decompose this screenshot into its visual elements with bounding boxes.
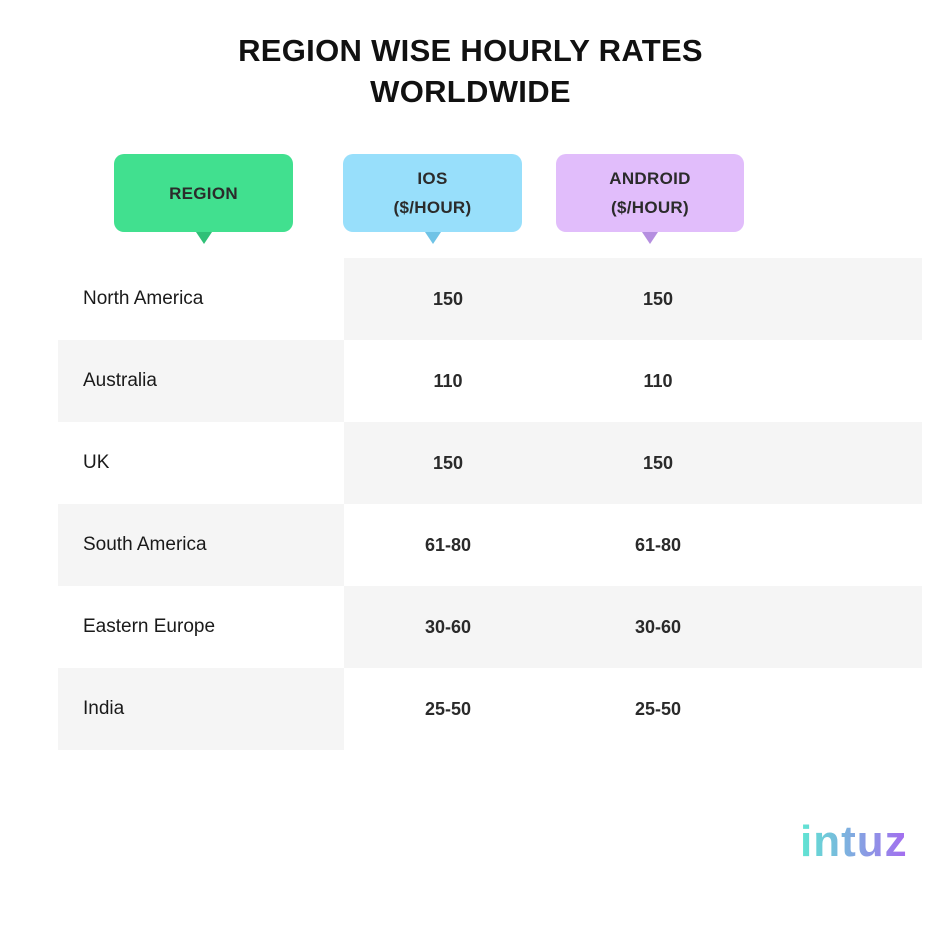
ios-rate-cell: 61-80 bbox=[424, 534, 472, 555]
table-row: India 25-50 25-50 bbox=[58, 668, 922, 750]
region-header-pointer bbox=[195, 232, 212, 244]
ios-rate-cell: 150 bbox=[432, 452, 464, 473]
chart-title-line-1: REGION WISE HOURLY RATES bbox=[238, 33, 703, 68]
region-cell: South America bbox=[83, 534, 207, 555]
ios-column-header: IOS ($/HOUR) bbox=[343, 154, 522, 244]
region-cell: North America bbox=[83, 288, 204, 309]
ios-rate-cell: 30-60 bbox=[424, 616, 472, 637]
android-rate-cell: 150 bbox=[642, 288, 674, 309]
android-rate-cell: 25-50 bbox=[634, 698, 682, 719]
android-rate-cell: 110 bbox=[643, 370, 673, 391]
row-shade bbox=[344, 258, 922, 340]
region-cell: India bbox=[83, 698, 125, 719]
android-rate-cell: 150 bbox=[642, 452, 674, 473]
region-cell: UK bbox=[83, 452, 110, 473]
row-shade bbox=[344, 422, 922, 504]
ios-rate-cell: 150 bbox=[432, 288, 464, 309]
table-row: Eastern Europe 30-60 30-60 bbox=[58, 586, 922, 668]
region-header-label: REGION bbox=[169, 183, 238, 203]
ios-header-pointer bbox=[424, 232, 441, 244]
android-column-header: ANDROID ($/HOUR) bbox=[556, 154, 744, 244]
ios-rate-cell: 25-50 bbox=[424, 698, 472, 719]
chart-title: REGION WISE HOURLY RATES WORLDWIDE bbox=[0, 30, 941, 112]
row-shade bbox=[58, 340, 344, 422]
chart-title-line-2: WORLDWIDE bbox=[370, 74, 571, 109]
android-header-label: ANDROID bbox=[609, 169, 691, 188]
row-shade bbox=[58, 668, 344, 750]
table-row: UK 150 150 bbox=[58, 422, 922, 504]
table-row: North America 150 150 bbox=[58, 258, 922, 340]
ios-rate-cell: 110 bbox=[433, 370, 463, 391]
ios-header-unit: ($/HOUR) bbox=[393, 198, 472, 217]
android-rate-cell: 61-80 bbox=[634, 534, 682, 555]
region-column-header: REGION bbox=[114, 154, 293, 244]
region-cell: Eastern Europe bbox=[83, 616, 216, 637]
android-header-unit: ($/HOUR) bbox=[611, 198, 689, 217]
ios-header-label: IOS bbox=[417, 169, 448, 188]
android-rate-cell: 30-60 bbox=[634, 616, 682, 637]
row-shade bbox=[344, 586, 922, 668]
table-row: Australia 110 110 bbox=[58, 340, 922, 422]
row-shade bbox=[58, 504, 344, 586]
intuz-logo: intuz bbox=[800, 817, 908, 864]
region-cell: Australia bbox=[83, 370, 157, 391]
svg-text:intuz: intuz bbox=[800, 817, 908, 864]
table-row: South America 61-80 61-80 bbox=[58, 504, 922, 586]
android-header-pointer bbox=[642, 232, 658, 244]
